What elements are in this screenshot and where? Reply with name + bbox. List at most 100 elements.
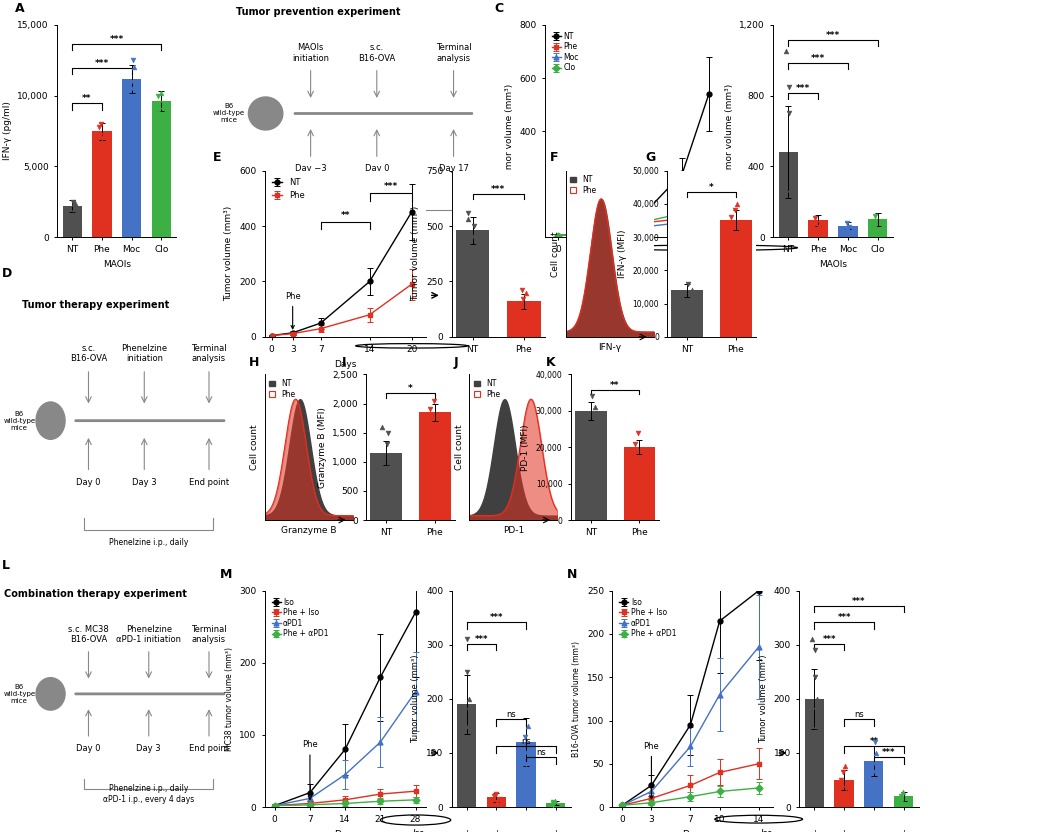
Point	[867, 209, 883, 222]
Point	[808, 211, 824, 225]
Text: ± MAOIs i.p., daily: ± MAOIs i.p., daily	[347, 216, 417, 225]
Point	[125, 53, 141, 67]
Point	[811, 220, 827, 233]
Bar	[804, 699, 824, 807]
Point	[839, 223, 855, 236]
Text: +: +	[493, 829, 499, 832]
Point	[151, 103, 167, 116]
Text: ***: ***	[852, 597, 866, 606]
Point	[64, 195, 81, 208]
Text: Phe: Phe	[284, 292, 301, 329]
Point	[732, 224, 748, 237]
Point	[151, 89, 167, 102]
Text: +: +	[463, 829, 470, 832]
X-axis label: Granzyme B: Granzyme B	[281, 526, 336, 534]
Point	[682, 294, 699, 307]
Text: Day 0: Day 0	[364, 164, 389, 173]
Point	[511, 297, 527, 310]
X-axis label: PD-1: PD-1	[502, 526, 524, 534]
Text: A: A	[16, 2, 25, 15]
Y-axis label: Tumor volume (mm³): Tumor volume (mm³)	[759, 655, 768, 743]
Point	[627, 437, 644, 450]
Point	[547, 794, 564, 807]
Text: MAOIs
initiation: MAOIs initiation	[292, 43, 329, 62]
Point	[467, 253, 484, 266]
Point	[893, 795, 909, 809]
Text: +: +	[841, 829, 847, 832]
Text: ***: ***	[882, 748, 896, 757]
Point	[459, 632, 475, 646]
Text: Phe: Phe	[302, 740, 318, 800]
Point	[838, 781, 854, 795]
Point	[583, 389, 600, 403]
Text: D: D	[1, 267, 11, 280]
Text: Phenelzine i.p., daily: Phenelzine i.p., daily	[109, 538, 189, 547]
Text: ***: ***	[94, 59, 109, 68]
Point	[729, 197, 745, 210]
Text: End point: End point	[189, 478, 229, 487]
Text: I: I	[342, 355, 347, 369]
Y-axis label: Tumor volume (mm³): Tumor volume (mm³)	[224, 206, 234, 301]
Bar	[624, 448, 655, 520]
Bar	[778, 152, 798, 237]
Text: **: **	[82, 95, 91, 103]
Text: Phe: Phe	[644, 742, 659, 799]
Point	[729, 230, 745, 244]
Point	[867, 735, 883, 749]
Point	[460, 213, 476, 226]
Bar	[92, 131, 111, 237]
Point	[122, 75, 139, 88]
Text: Tumor prevention experiment: Tumor prevention experiment	[237, 7, 401, 17]
Point	[486, 790, 502, 803]
Point	[428, 420, 444, 433]
Text: ***: ***	[491, 186, 506, 195]
Text: ***: ***	[490, 613, 503, 622]
Point	[520, 719, 537, 732]
Legend: NT, Phe: NT, Phe	[269, 175, 308, 204]
Text: Tumor therapy experiment: Tumor therapy experiment	[22, 300, 169, 310]
Text: ns: ns	[507, 711, 516, 720]
Point	[426, 394, 442, 407]
Text: ***: ***	[822, 635, 836, 644]
Point	[807, 644, 823, 657]
Y-axis label: Tumor volume (mm³): Tumor volume (mm³)	[411, 206, 420, 301]
Text: H: H	[249, 355, 260, 369]
Text: Terminal
analysis: Terminal analysis	[191, 344, 227, 364]
Point	[868, 746, 884, 760]
X-axis label: IFN-γ: IFN-γ	[598, 343, 622, 351]
Y-axis label: Cell count: Cell count	[250, 424, 260, 470]
Text: ns: ns	[521, 737, 531, 746]
Point	[466, 220, 483, 233]
Point	[431, 411, 447, 424]
Text: K: K	[546, 355, 555, 369]
Text: Day 0: Day 0	[76, 478, 101, 487]
Text: *: *	[408, 384, 413, 394]
Bar	[419, 412, 450, 520]
Point	[682, 289, 699, 302]
Point	[588, 400, 604, 414]
Bar	[508, 301, 541, 337]
Text: Phenelzine i.p., daily
αPD-1 i.p., every 4 days: Phenelzine i.p., daily αPD-1 i.p., every…	[103, 785, 194, 804]
Point	[635, 448, 652, 461]
Text: ***: ***	[811, 54, 825, 62]
Text: C: C	[494, 2, 503, 15]
Text: **: **	[610, 381, 620, 390]
Circle shape	[36, 677, 65, 710]
Point	[515, 293, 531, 306]
Text: ***: ***	[474, 635, 488, 644]
Point	[489, 795, 506, 809]
X-axis label: MAOIs: MAOIs	[103, 260, 131, 269]
Point	[782, 204, 798, 217]
Point	[461, 692, 477, 706]
Point	[374, 420, 390, 433]
Text: s.c.
B16-OVA: s.c. B16-OVA	[70, 344, 107, 364]
X-axis label: MAOIs: MAOIs	[819, 260, 847, 269]
Point	[487, 787, 503, 800]
Point	[867, 219, 883, 232]
X-axis label: Days: Days	[682, 830, 704, 832]
Text: Phenelzine
αPD-1 initiation: Phenelzine αPD-1 initiation	[116, 625, 182, 644]
Text: G: G	[646, 151, 656, 164]
X-axis label: Days: Days	[334, 830, 356, 832]
Point	[782, 186, 798, 200]
Text: E: E	[213, 151, 222, 164]
